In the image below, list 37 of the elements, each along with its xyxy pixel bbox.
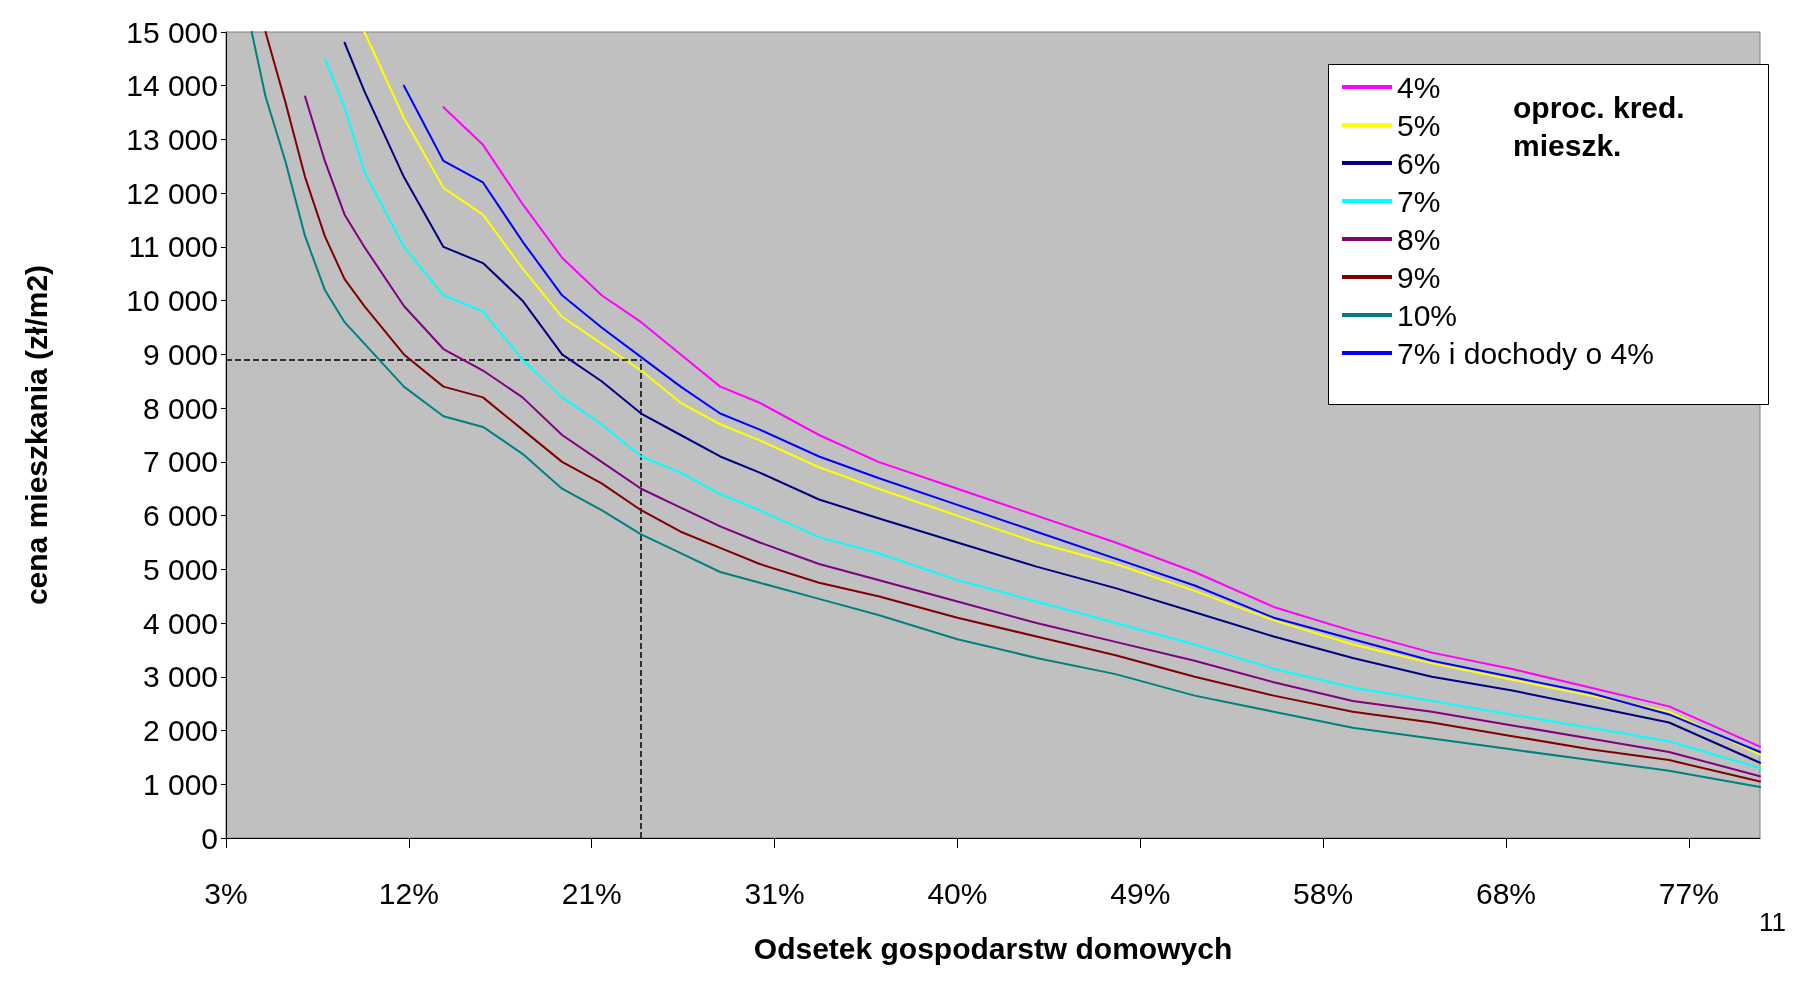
legend-title: oproc. kred. mieszk.	[1513, 90, 1685, 162]
y-tick-label: 8 000	[142, 391, 218, 425]
x-tick-label: 58%	[1293, 876, 1354, 910]
x-tick-label: 40%	[927, 876, 988, 910]
legend-label: 10%	[1397, 298, 1458, 332]
legend-label: 7%	[1397, 184, 1441, 218]
y-tick-label: 1 000	[142, 767, 218, 801]
y-tick-label: 4 000	[142, 606, 218, 640]
y-tick-label: 14 000	[126, 69, 218, 103]
y-tick-label: 2 000	[142, 714, 218, 748]
y-tick-label: 11 000	[128, 230, 218, 264]
legend-label: 7% i dochody o 4%	[1397, 336, 1654, 370]
y-tick-label: 5 000	[142, 552, 218, 586]
x-tick-label: 77%	[1658, 876, 1719, 910]
y-tick-label: 10 000	[126, 284, 218, 318]
x-tick-label: 12%	[378, 876, 439, 910]
y-axis-title: cena mieszkania (zł/m2)	[19, 264, 53, 606]
y-tick-label: 15 000	[126, 15, 218, 49]
legend-label: 4%	[1397, 70, 1441, 104]
x-tick-label: 21%	[561, 876, 622, 910]
y-tick-label: 0	[201, 821, 218, 855]
y-tick-label: 7 000	[142, 445, 218, 479]
y-tick-label: 9 000	[142, 337, 218, 371]
x-tick-label: 31%	[744, 876, 805, 910]
y-tick-label: 12 000	[126, 176, 218, 210]
text: 11	[1759, 907, 1787, 937]
x-tick-label: 49%	[1110, 876, 1171, 910]
legend-label: 8%	[1397, 222, 1441, 256]
y-tick-label: 13 000	[126, 122, 218, 156]
y-tick-label: 3 000	[142, 660, 218, 694]
legend-label: 5%	[1397, 108, 1441, 142]
x-tick-label: 68%	[1475, 876, 1536, 910]
y-tick-label: 6 000	[142, 499, 218, 533]
x-tick-label: 3%	[204, 876, 248, 910]
legend-label: 6%	[1397, 146, 1441, 180]
x-axis-title: Odsetek gospodarstw domowych	[753, 931, 1233, 965]
legend-label: 9%	[1397, 260, 1441, 294]
